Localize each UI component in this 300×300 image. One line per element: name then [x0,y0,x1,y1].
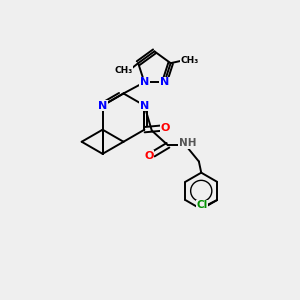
Text: N: N [98,100,107,110]
Text: O: O [160,123,170,133]
Text: N: N [140,100,149,110]
Text: O: O [144,151,154,160]
Text: N: N [140,100,149,110]
Text: CH₃: CH₃ [115,66,133,75]
Text: Cl: Cl [196,200,207,210]
Text: N: N [160,77,169,87]
Text: N: N [140,77,149,87]
Text: NH: NH [179,138,196,148]
Text: CH₃: CH₃ [181,56,199,65]
